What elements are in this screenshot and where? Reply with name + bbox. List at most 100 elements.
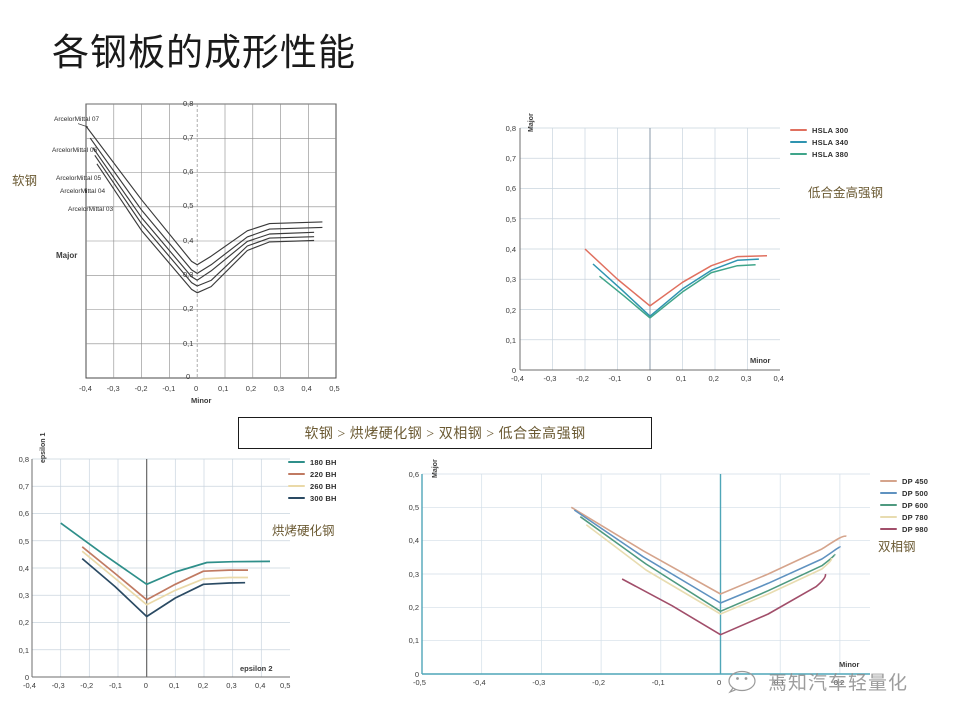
x-tick-0: 0 bbox=[194, 384, 199, 393]
legend-swatch-icon bbox=[790, 152, 807, 156]
series-hsla-300 bbox=[584, 248, 768, 307]
ranking-banner-text: 软钢 > 烘烤硬化钢 > 双相钢 > 低合金高强钢 bbox=[304, 427, 586, 442]
y-tick-0: 0 bbox=[186, 372, 191, 381]
y-tick-0-1: 0,1 bbox=[505, 336, 516, 345]
legend-item-dp-600: DP 600 bbox=[880, 500, 928, 510]
page-title: 各钢板的成形性能 bbox=[52, 33, 356, 74]
y-tick-0-8: 0,8 bbox=[505, 124, 516, 133]
legend-swatch-icon bbox=[880, 491, 897, 495]
legend-label: DP 980 bbox=[902, 524, 929, 534]
x-tick-0: 0 bbox=[647, 374, 652, 383]
y-tick-0-1: 0,1 bbox=[18, 646, 29, 655]
series-dp-450 bbox=[570, 506, 847, 595]
legend-item-dp-780: DP 780 bbox=[880, 512, 928, 522]
x-tick-0-3: 0,3 bbox=[226, 681, 237, 690]
series-180-bh bbox=[60, 522, 271, 586]
x-tick-0-4: 0,4 bbox=[773, 374, 784, 383]
series-300-bh bbox=[81, 557, 246, 618]
x-tick--0-5: -0,5 bbox=[413, 678, 426, 687]
y-tick-0-8: 0,8 bbox=[18, 455, 29, 464]
y-tick-0-2: 0,2 bbox=[183, 304, 194, 313]
legend-swatch-icon bbox=[880, 503, 897, 507]
legend-bake-hardening: 180 BH 220 BH 260 BH 300 BH bbox=[288, 457, 337, 505]
x-tick--0-3: -0,3 bbox=[51, 681, 65, 690]
watermark-text: 焉知汽车轻量化 bbox=[768, 673, 909, 694]
y-tick-0-2: 0,2 bbox=[18, 618, 29, 627]
x-tick-0-1: 0,1 bbox=[169, 681, 180, 690]
x-axis-label-minor: Minor bbox=[750, 356, 771, 365]
curve-label-arcelormittal-04: ArcelorMittal 04 bbox=[60, 188, 106, 195]
legend-item-dp-450: DP 450 bbox=[880, 476, 928, 486]
legend-item-180-bh: 180 BH bbox=[288, 457, 337, 467]
legend-label: 300 BH bbox=[310, 493, 337, 503]
y-tick-0-4: 0,4 bbox=[505, 245, 516, 254]
x-tick--0-1: -0,1 bbox=[162, 384, 176, 393]
curve-label-arcelormittal-03: ArcelorMittal 03 bbox=[68, 206, 114, 213]
x-tick-0-1: 0,1 bbox=[676, 374, 687, 383]
curve-label-arcelormittal-07: ArcelorMittal 07 bbox=[54, 116, 100, 123]
legend-label: 220 BH bbox=[310, 469, 337, 479]
legend-item-300-bh: 300 BH bbox=[288, 493, 337, 503]
series-dp-980 bbox=[621, 573, 827, 636]
x-tick--0-4: -0,4 bbox=[79, 384, 92, 393]
x-tick-0-2: 0,2 bbox=[245, 384, 257, 393]
legend-swatch-icon bbox=[880, 479, 897, 483]
chart-hsla-fld: Major 0,8 0,7 0,6 0,5 0,4 0,3 0,2 0,1 0 … bbox=[498, 113, 849, 392]
y-tick-0-7: 0,7 bbox=[183, 133, 194, 142]
y-tick-0-5: 0,5 bbox=[505, 215, 516, 224]
legend-item-hsla-300: HSLA 300 bbox=[790, 125, 848, 135]
legend-item-220-bh: 220 BH bbox=[288, 469, 337, 479]
y-tick-0: 0 bbox=[24, 673, 29, 682]
y-tick-0-3: 0,3 bbox=[408, 570, 419, 579]
chart-bake-hardening-fld: epsilon 1 0,8 0,7 0,6 0,5 0,4 0,3 0,2 0,… bbox=[8, 433, 337, 700]
x-axis-label-minor: Minor bbox=[191, 396, 212, 405]
x-tick-0: 0 bbox=[143, 681, 148, 690]
y-tick-0-3: 0,3 bbox=[505, 275, 516, 284]
legend-label: DP 450 bbox=[902, 476, 929, 486]
y-tick-0-1: 0,1 bbox=[183, 339, 194, 348]
x-tick-0-4: 0,4 bbox=[301, 384, 312, 393]
y-tick-0-5: 0,5 bbox=[183, 201, 194, 210]
y-tick-0-8: 0,8 bbox=[183, 99, 194, 108]
legend-swatch-icon bbox=[790, 128, 807, 132]
legend-swatch-icon bbox=[288, 460, 305, 464]
legend-label: 180 BH bbox=[310, 457, 337, 467]
legend-label: HSLA 300 bbox=[812, 125, 849, 135]
series-dp-780 bbox=[585, 524, 833, 615]
x-tick--0-2: -0,2 bbox=[80, 681, 94, 690]
legend-swatch-icon bbox=[288, 484, 305, 488]
legend-label: HSLA 380 bbox=[812, 149, 849, 159]
x-tick-0-1: 0,1 bbox=[218, 384, 229, 393]
bake-hardening-fld-svg bbox=[31, 458, 290, 678]
x-tick--0-4: -0,4 bbox=[23, 681, 36, 690]
y-tick-0-7: 0,7 bbox=[18, 482, 29, 491]
legend-swatch-icon bbox=[880, 515, 897, 519]
chart-mild-steel-fld: ArcelorMittal 07 ArcelorMittal 06 Arcelo… bbox=[52, 96, 344, 408]
y-tick-0: 0 bbox=[414, 670, 419, 679]
y-tick-0-4: 0,4 bbox=[408, 536, 419, 545]
legend-item-hsla-380: HSLA 380 bbox=[790, 149, 848, 159]
legend-item-dp-980: DP 980 bbox=[880, 524, 928, 534]
dual-phase-fld-svg bbox=[421, 473, 870, 675]
legend-label: 260 BH bbox=[310, 481, 337, 491]
series-220-bh bbox=[81, 546, 248, 601]
x-tick--0-1: -0,1 bbox=[651, 678, 665, 687]
legend-swatch-icon bbox=[288, 496, 305, 500]
x-tick-0-1: 0,1 bbox=[774, 678, 785, 687]
legend-item-dp-500: DP 500 bbox=[880, 488, 928, 498]
annotation-mild-steel: 软钢 bbox=[12, 174, 38, 188]
x-axis-label-minor: Minor bbox=[839, 660, 860, 669]
x-tick-0: 0 bbox=[717, 678, 722, 687]
x-tick--0-3: -0,3 bbox=[106, 384, 120, 393]
series-260-bh bbox=[81, 550, 248, 606]
chart-dual-phase-fld: Major 0,6 0,5 0,4 0,3 0,2 0,1 0 -0,5 -0,… bbox=[396, 459, 928, 695]
x-tick-0-2: 0,2 bbox=[197, 681, 209, 690]
series-dp-600 bbox=[579, 516, 836, 613]
y-tick-0-4: 0,4 bbox=[183, 236, 194, 245]
x-tick--0-3: -0,3 bbox=[532, 678, 546, 687]
y-tick-0-6: 0,6 bbox=[18, 509, 29, 518]
x-tick-0-2: 0,2 bbox=[708, 374, 719, 383]
x-tick--0-2: -0,2 bbox=[134, 384, 148, 393]
wechat-logo-icon bbox=[728, 670, 756, 693]
legend-label: DP 500 bbox=[902, 488, 929, 498]
